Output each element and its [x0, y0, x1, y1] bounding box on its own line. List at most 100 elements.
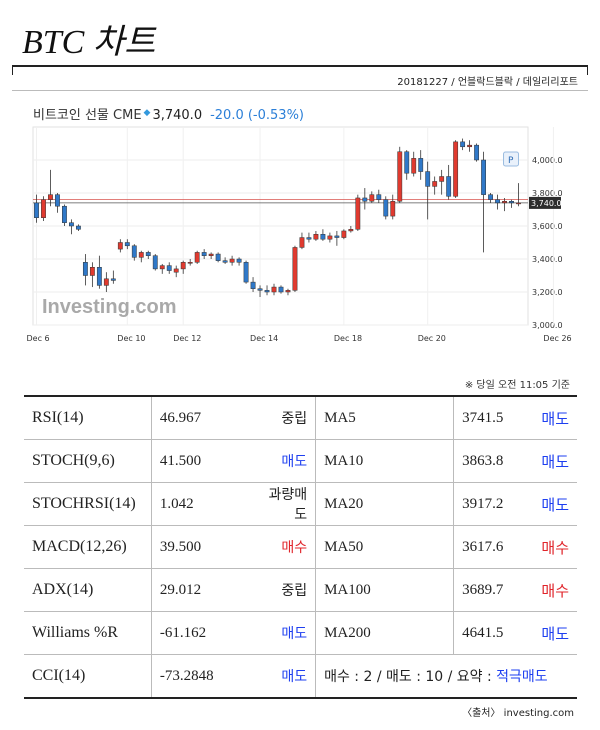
ma-value: 3863.8 — [453, 439, 521, 483]
candle-body — [453, 141, 459, 197]
candle-body — [69, 222, 74, 227]
indicator-name: STOCHRSI(14) — [24, 482, 152, 526]
y-tick-label: 3,600.0 — [532, 222, 563, 231]
ma-signal: 매도 — [520, 482, 577, 526]
indicator-value: 29.012 — [151, 568, 249, 612]
ma-value: 3741.5 — [453, 395, 521, 440]
candle-body — [397, 151, 403, 202]
candle-body — [82, 262, 88, 276]
candle-body — [145, 252, 151, 256]
candle-body — [215, 253, 221, 261]
y-tick-label: 3,400.0 — [532, 255, 563, 264]
indicator-name: RSI(14) — [24, 395, 152, 440]
rule-left-tick — [12, 67, 13, 75]
ma-value: 3617.6 — [453, 525, 521, 569]
candle-body — [278, 286, 284, 293]
ma-name: MA50 — [315, 525, 455, 569]
y-tick-label: 3,000.0 — [532, 321, 563, 330]
ma-name: MA10 — [315, 439, 455, 483]
candle-body — [348, 229, 354, 232]
ma-signal: 매수 — [520, 525, 577, 569]
indicator-value: -73.2848 — [151, 654, 249, 699]
candle-body — [62, 205, 67, 223]
last-price-label: 3,740.0 — [531, 199, 562, 208]
candle-body — [355, 197, 361, 230]
subtitle-rule — [12, 90, 588, 91]
candle-body — [250, 281, 256, 289]
title-rule — [12, 65, 588, 67]
rule-right-tick — [587, 67, 588, 75]
candle-body — [96, 267, 102, 286]
candle-body — [502, 201, 507, 204]
candle-body — [159, 265, 165, 270]
candle-body — [495, 199, 500, 204]
indicator-table: RSI(14) 46.967 중립 MA5 3741.5 매도 STOCH(9,6) 41.5… — [24, 395, 577, 699]
indicator-row: MACD(12,26) 39.500 매수 MA50 3617.6 매수 — [24, 525, 577, 569]
instrument-name: 비트코인 선물 CME — [33, 108, 142, 123]
candle-body — [48, 194, 53, 200]
indicator-name: CCI(14) — [24, 654, 152, 699]
candle-body — [222, 260, 228, 263]
candle-body — [180, 262, 186, 270]
y-tick-label: 4,000.0 — [532, 156, 563, 165]
indicator-name: STOCH(9,6) — [24, 439, 152, 483]
marker-badge — [503, 151, 520, 167]
candle-body — [313, 234, 319, 240]
indicator-signal: 중립 — [248, 568, 317, 612]
ma-name: MA5 — [315, 395, 455, 440]
candle-body — [285, 290, 291, 293]
indicator-row: ADX(14) 29.012 중립 MA100 3689.7 매수 — [24, 568, 577, 612]
x-tick-label: Dec 10 — [117, 334, 145, 343]
instrument-change: -20.0 (-0.53%) — [210, 108, 304, 123]
candle-body — [320, 234, 326, 240]
page-title: BTC 차트 — [22, 24, 156, 61]
candle-body — [299, 237, 305, 248]
marker-label: P — [508, 156, 514, 166]
candle-body — [383, 199, 389, 217]
candle-body — [41, 199, 46, 219]
candle-body — [481, 159, 486, 195]
candle-body — [509, 201, 514, 204]
candle-body — [152, 255, 158, 270]
summary-text: 매수 : 2 / 매도 : 10 / 요약 : — [324, 669, 497, 685]
candle-body — [117, 242, 123, 250]
candle-body — [103, 278, 109, 286]
candle-body — [376, 194, 382, 200]
candle-body — [194, 252, 200, 263]
candle-body — [229, 258, 235, 263]
ma-name: MA20 — [315, 482, 455, 526]
candle-body — [138, 252, 144, 258]
candle-body — [474, 144, 480, 161]
candle-body — [201, 252, 207, 256]
x-tick-label: Dec 26 — [543, 334, 571, 343]
indicator-value: 39.500 — [151, 525, 249, 569]
candle-body — [460, 141, 466, 148]
indicator-value: 46.967 — [151, 395, 249, 440]
candle-body — [75, 225, 81, 230]
candle-body — [131, 245, 137, 258]
y-tick-label: 3,200.0 — [532, 288, 563, 297]
x-tick-label: Dec 14 — [250, 334, 278, 343]
candle-body — [341, 230, 347, 238]
candle-body — [439, 176, 445, 182]
candle-body — [257, 288, 263, 291]
source-credit: 〈출처〉 investing.com — [462, 708, 574, 719]
summary-verdict: 적극매도 — [496, 669, 548, 685]
x-tick-label: Dec 20 — [418, 334, 446, 343]
indicator-signal: 중립 — [248, 395, 317, 440]
candle-body — [306, 237, 312, 240]
ma-value: 3917.2 — [453, 482, 521, 526]
candle-body — [467, 144, 473, 148]
indicator-name: ADX(14) — [24, 568, 152, 612]
y-tick-label: 3,800.0 — [532, 189, 563, 198]
diamond-icon: ◆ — [143, 108, 151, 118]
instrument-price: 3,740.0 — [152, 108, 203, 123]
candle-body — [208, 253, 214, 256]
summary-cell: 매수 : 2 / 매도 : 10 / 요약 : 적극매도 — [315, 654, 577, 699]
candle-body — [243, 262, 249, 283]
candle-body — [369, 194, 375, 202]
indicator-value: 41.500 — [151, 439, 249, 483]
date-source-line: 20181227 / 언블락드블락 / 데일리리포트 — [397, 77, 578, 88]
ma-value: 3689.7 — [453, 568, 521, 612]
indicator-row: STOCHRSI(14) 1.042 과량매도 MA20 3917.2 매도 — [24, 482, 577, 526]
